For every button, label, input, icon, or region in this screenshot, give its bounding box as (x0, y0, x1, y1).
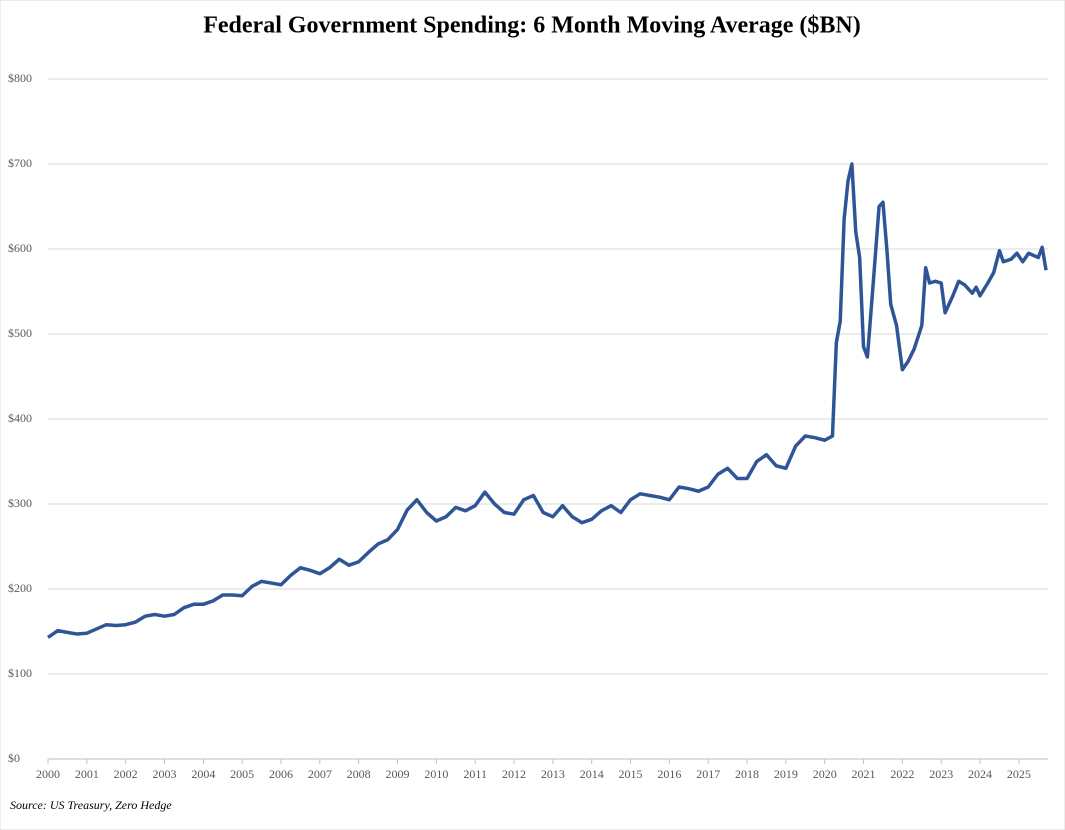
x-tick-label: 2007 (308, 767, 332, 781)
chart-title: Federal Government Spending: 6 Month Mov… (203, 13, 861, 39)
y-tick-label: $500 (8, 326, 32, 340)
x-tick-label: 2017 (696, 767, 720, 781)
data-line (46, 162, 1048, 639)
y-tick-label: $200 (8, 581, 32, 595)
x-tick-label: 2000 (36, 767, 60, 781)
x-tick-label: 2009 (386, 767, 410, 781)
x-tick-label: 2002 (114, 767, 138, 781)
x-tick-label: 2013 (541, 767, 565, 781)
x-tick-label: 2003 (153, 767, 177, 781)
y-tick-label: $800 (8, 71, 32, 85)
x-tick-label: 2010 (424, 767, 448, 781)
x-tick-label: 2012 (502, 767, 526, 781)
x-tick-label: 2004 (191, 767, 215, 781)
y-tick-label: $400 (8, 411, 32, 425)
x-tick-label: 2015 (619, 767, 643, 781)
x-tick-label: 2025 (1007, 767, 1031, 781)
y-tick-label: $0 (8, 751, 20, 765)
x-tick-label: 2024 (968, 767, 992, 781)
x-tick-label: 2006 (269, 767, 293, 781)
x-tick-label: 2023 (929, 767, 953, 781)
y-tick-label: $300 (8, 496, 32, 510)
x-tick-label: 2008 (347, 767, 371, 781)
x-tick-label: 2001 (75, 767, 99, 781)
x-tick-label: 2022 (890, 767, 914, 781)
y-tick-label: $100 (8, 666, 32, 680)
y-tick-label: $600 (8, 241, 32, 255)
source-note: Source: US Treasury, Zero Hedge (10, 798, 172, 812)
x-tick-label: 2018 (735, 767, 759, 781)
x-tick-label: 2016 (657, 767, 681, 781)
x-tick-label: 2019 (774, 767, 798, 781)
y-tick-label: $700 (8, 156, 32, 170)
x-tick-label: 2020 (813, 767, 837, 781)
x-tick-label: 2005 (230, 767, 254, 781)
x-tick-label: 2014 (580, 767, 604, 781)
x-tick-label: 2021 (852, 767, 876, 781)
x-tick-label: 2011 (463, 767, 487, 781)
